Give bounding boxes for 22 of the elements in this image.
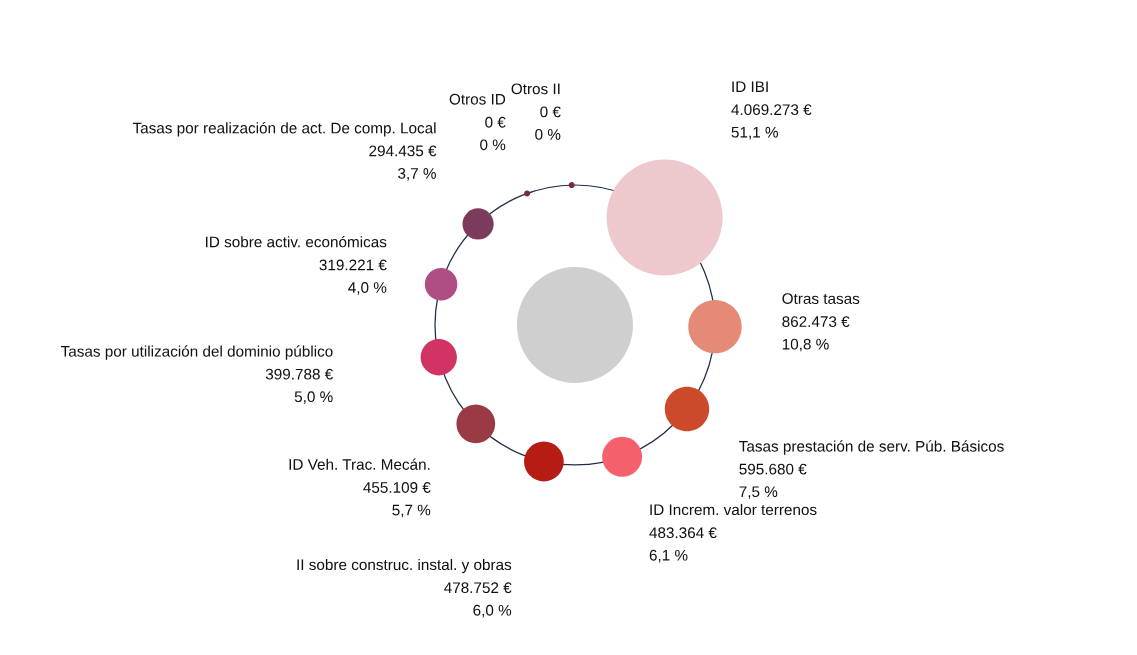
data-label: 862.473 € 10,8 % <box>782 316 850 352</box>
category-label: Otros II <box>511 83 560 95</box>
data-label: 483.364 € 6,1 % <box>649 527 717 563</box>
data-label: 595.680 € 7,5 % <box>739 463 807 499</box>
data-label: 0 € 0 % <box>535 106 561 140</box>
category-label: Otros ID <box>449 93 506 105</box>
category-label: Tasas por realización de act. De comp. Local <box>132 122 436 137</box>
category-label: Tasas prestación de serv. Púb. Básicos <box>739 440 1004 455</box>
category-label: ID Veh. Trac. Mecán. <box>289 458 430 470</box>
data-label: 4.069.273 € 51,1 % <box>731 104 812 140</box>
data-label: 319.221 € 4,0 % <box>319 259 387 295</box>
data-label: 0 € 0 % <box>480 116 506 151</box>
data-label: 455.109 € 5,7 % <box>363 482 431 518</box>
category-label: Otras tasas <box>782 293 860 305</box>
category-label: ID IBI <box>732 81 768 92</box>
data-label: 294.435 € 3,7 % <box>369 145 437 181</box>
data-label: 478.752 € 6,0 % <box>444 582 512 618</box>
category-label: ID Increm. valor terrenos <box>650 503 817 516</box>
category-label: ID sobre activ. económicas <box>206 235 387 248</box>
category-label: II sobre construc. instal. y obras <box>297 558 512 574</box>
category-label: Tasas por utilización del dominio público <box>60 345 333 360</box>
data-label: 399.788 € 5,0 % <box>265 368 334 404</box>
